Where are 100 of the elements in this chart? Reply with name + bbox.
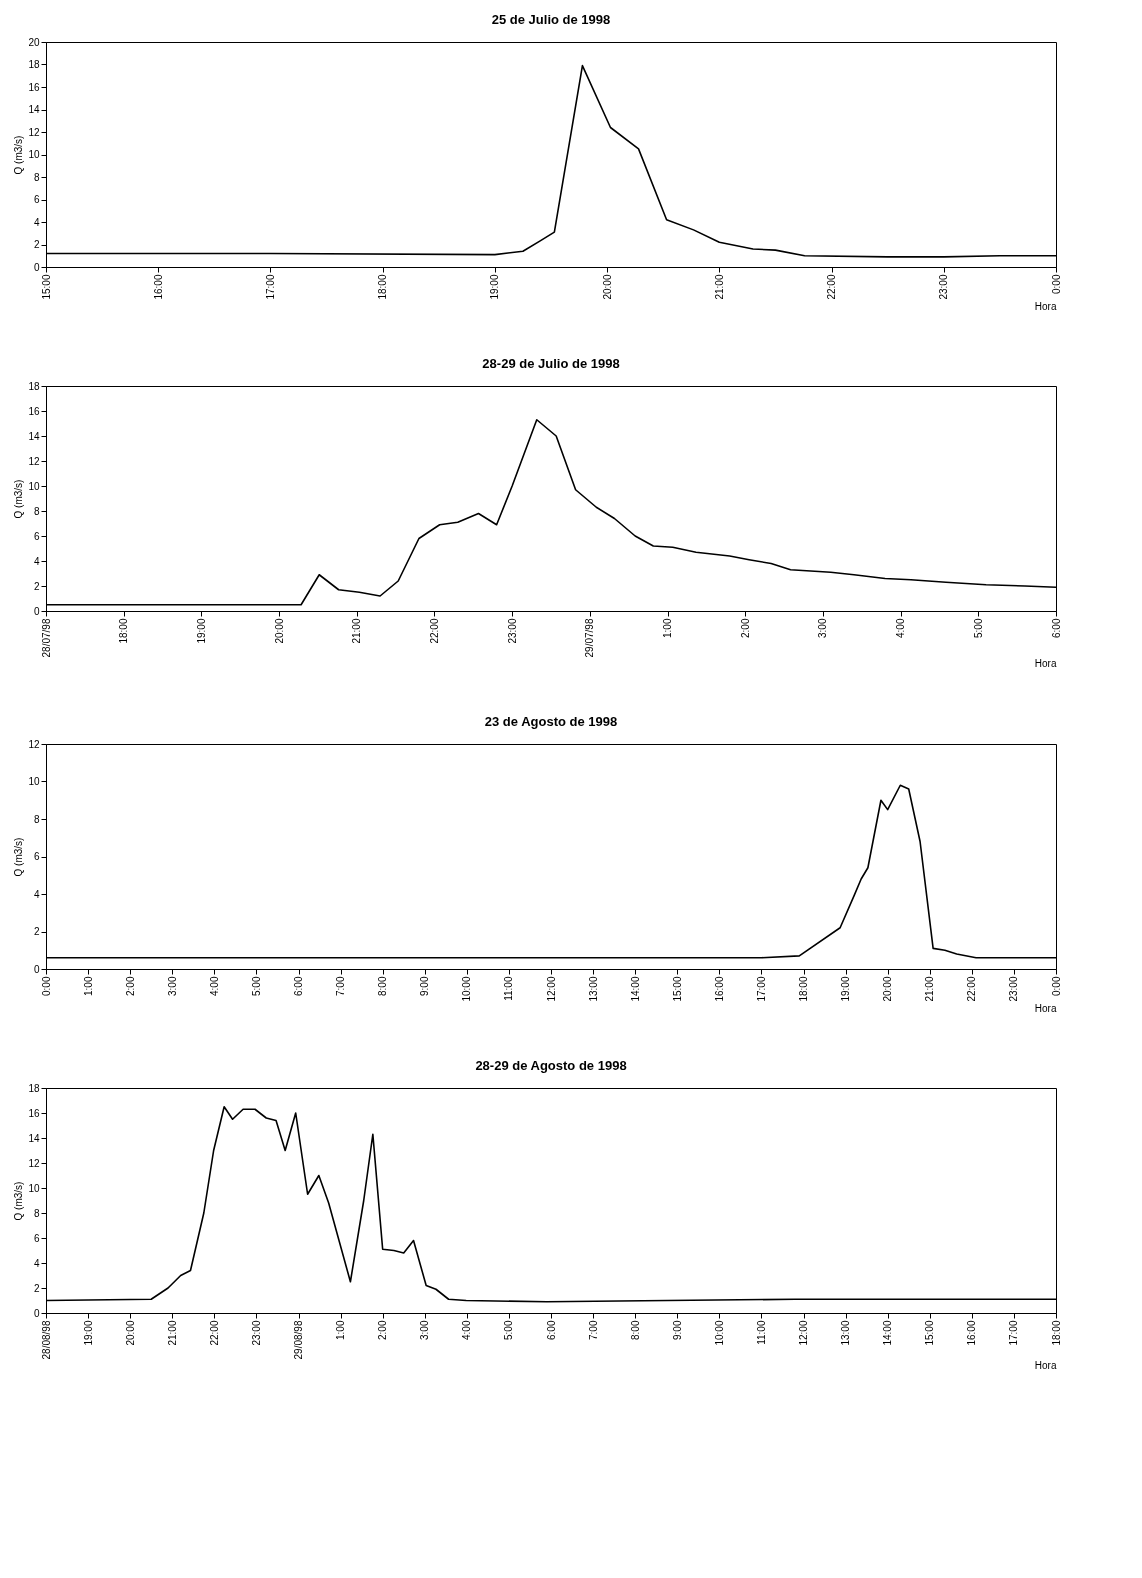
y-tick-label: 8 xyxy=(33,1207,40,1219)
y-tick-label: 8 xyxy=(33,505,40,517)
x-tick-label: 5:00 xyxy=(250,976,262,996)
x-tick-label: 21:00 xyxy=(166,1320,178,1346)
x-tick-label: 15:00 xyxy=(671,976,683,1002)
y-tick-label: 16 xyxy=(28,1107,40,1119)
y-tick-label: 14 xyxy=(28,1132,40,1144)
x-tick-label: 17:00 xyxy=(755,976,767,1002)
y-tick-label: 16 xyxy=(28,405,40,417)
y-tick-label: 8 xyxy=(33,171,40,183)
y-tick-label: 18 xyxy=(28,380,40,392)
x-tick-label: 1:00 xyxy=(335,1320,347,1340)
x-tick-label: 20:00 xyxy=(124,1320,136,1346)
x-tick-label: 23:00 xyxy=(506,618,518,644)
y-tick-label: 12 xyxy=(28,126,40,138)
chart-title: 28-29 de Julio de 1998 xyxy=(482,356,620,371)
y-tick-label: 14 xyxy=(28,104,40,115)
x-tick-label: 1:00 xyxy=(82,976,94,996)
chart-title: 25 de Julio de 1998 xyxy=(491,12,611,27)
y-tick-label: 0 xyxy=(33,605,40,617)
y-tick-label: 2 xyxy=(33,926,40,937)
x-tick-label: 23:00 xyxy=(938,274,950,300)
x-tick-label: 7:00 xyxy=(587,1320,599,1340)
x-axis-title: Hora xyxy=(1034,658,1057,670)
x-tick-label: 6:00 xyxy=(293,976,304,996)
x-tick-label: 0:00 xyxy=(1050,274,1062,294)
y-tick-label: 18 xyxy=(28,59,40,70)
y-tick-label: 0 xyxy=(33,963,40,975)
x-tick-label: 4:00 xyxy=(895,618,907,638)
x-tick-label: 22:00 xyxy=(208,1320,220,1346)
x-tick-label: 3:00 xyxy=(817,618,829,638)
y-tick-label: 12 xyxy=(28,455,40,467)
y-tick-label: 6 xyxy=(33,851,40,862)
x-tick-label: 4:00 xyxy=(461,1320,473,1340)
x-tick-label: 22:00 xyxy=(966,976,978,1002)
y-tick-label: 4 xyxy=(33,888,40,900)
x-axis-title: Hora xyxy=(1034,300,1057,312)
x-tick-label: 16:00 xyxy=(152,274,164,300)
x-tick-label: 10:00 xyxy=(461,976,473,1002)
x-tick-label: 15:00 xyxy=(40,274,52,300)
x-tick-label: 18:00 xyxy=(118,618,130,644)
x-tick-label: 11:00 xyxy=(755,1320,767,1345)
x-tick-label: 21:00 xyxy=(351,618,363,644)
y-tick-label: 4 xyxy=(33,555,40,567)
x-tick-label: 28/07/98 xyxy=(40,618,52,658)
x-tick-label: 19:00 xyxy=(489,274,501,300)
y-tick-label: 0 xyxy=(33,1307,40,1319)
x-tick-label: 7:00 xyxy=(335,976,347,996)
x-tick-label: 11:00 xyxy=(503,976,515,1001)
x-tick-label: 4:00 xyxy=(208,976,220,996)
x-tick-label: 18:00 xyxy=(798,976,809,1002)
x-tick-label: 2:00 xyxy=(739,618,751,638)
y-tick-label: 2 xyxy=(33,1282,40,1294)
y-axis-title: Q (m3/s) xyxy=(13,1181,25,1221)
x-tick-label: 20:00 xyxy=(601,274,613,300)
x-tick-label: 28/08/98 xyxy=(40,1320,52,1360)
y-tick-label: 4 xyxy=(33,1257,40,1269)
x-tick-label: 0:00 xyxy=(40,976,52,996)
x-tick-label: 17:00 xyxy=(264,274,276,300)
x-tick-label: 29/08/98 xyxy=(293,1320,304,1360)
x-tick-label: 3:00 xyxy=(166,976,178,996)
x-tick-label: 23:00 xyxy=(250,1320,262,1346)
x-tick-label: 21:00 xyxy=(924,976,936,1002)
y-tick-label: 2 xyxy=(33,580,40,592)
x-tick-label: 14:00 xyxy=(882,1320,894,1346)
x-tick-label: 5:00 xyxy=(972,618,984,638)
x-tick-label: 19:00 xyxy=(840,976,852,1002)
x-tick-label: 12:00 xyxy=(545,976,557,1002)
y-axis-title: Q (m3/s) xyxy=(13,135,25,175)
y-tick-label: 2 xyxy=(33,239,40,250)
y-tick-label: 10 xyxy=(28,149,40,160)
x-tick-label: 19:00 xyxy=(195,618,207,644)
x-tick-label: 20:00 xyxy=(882,976,894,1002)
x-tick-label: 8:00 xyxy=(377,976,389,996)
x-tick-label: 15:00 xyxy=(924,1320,936,1346)
y-tick-label: 6 xyxy=(33,530,40,542)
x-tick-label: 0:00 xyxy=(1050,976,1062,996)
chart-title: 23 de Agosto de 1998 xyxy=(484,714,618,729)
x-tick-label: 18:00 xyxy=(377,274,389,300)
x-tick-label: 16:00 xyxy=(966,1320,978,1346)
x-tick-label: 14:00 xyxy=(629,976,641,1002)
y-axis-title: Q (m3/s) xyxy=(13,479,25,519)
x-tick-label: 22:00 xyxy=(428,618,440,644)
x-tick-label: 8:00 xyxy=(629,1320,641,1340)
y-tick-label: 12 xyxy=(28,738,40,750)
y-tick-label: 12 xyxy=(28,1157,40,1169)
y-tick-label: 16 xyxy=(28,81,40,93)
x-tick-label: 1:00 xyxy=(662,618,674,638)
x-tick-label: 10:00 xyxy=(713,1320,725,1346)
y-tick-label: 14 xyxy=(28,430,40,442)
x-tick-label: 2:00 xyxy=(377,1320,389,1340)
x-axis-title: Hora xyxy=(1034,1360,1057,1372)
x-tick-label: 9:00 xyxy=(419,976,431,996)
x-tick-label: 23:00 xyxy=(1008,976,1020,1002)
y-tick-label: 6 xyxy=(33,1232,40,1244)
y-tick-label: 0 xyxy=(33,261,40,273)
x-tick-label: 29/07/98 xyxy=(584,618,596,658)
y-tick-label: 8 xyxy=(33,813,40,825)
x-tick-label: 16:00 xyxy=(713,976,725,1002)
x-tick-label: 6:00 xyxy=(545,1320,557,1340)
